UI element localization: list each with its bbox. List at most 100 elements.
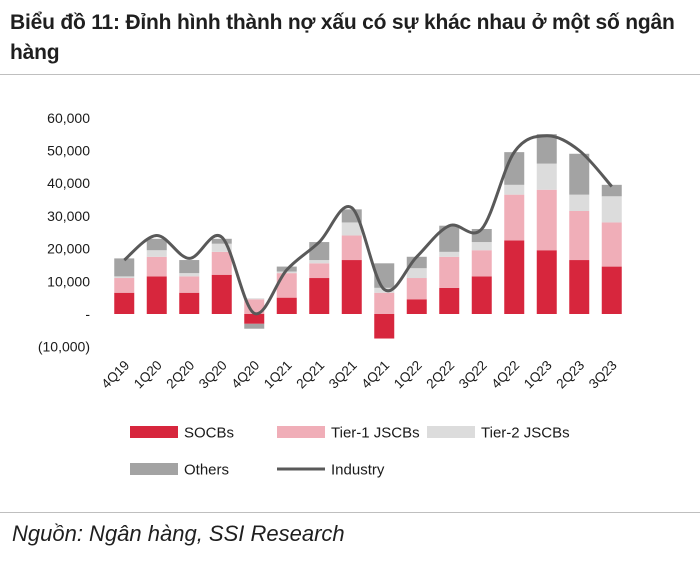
industry-line-layer [123,134,613,316]
legend-label-industry: Industry [331,462,385,479]
bar-segment-tier-2-jscbs [439,251,460,257]
bar-segment-tier-2-jscbs [406,268,427,279]
y-tick-label: 60,000 [47,110,90,126]
bar-segment-tier-1-jscbs [601,222,622,267]
source-note: Nguồn: Ngân hàng, SSI Research [12,521,345,546]
legend: SOCBs Tier-1 JSCBs Tier-2 JSCBs Others Indus… [130,425,570,479]
top-divider [0,74,700,75]
x-tick-label: 4Q19 [98,358,132,392]
chart-title: Biểu đồ 11: Đỉnh hình thành nợ xấu có sự… [10,11,675,64]
x-tick-label: 4Q20 [228,358,262,392]
bar-segment-socbs [406,299,427,314]
bar-layer [114,134,622,339]
x-tick-label: 2Q21 [293,358,327,392]
bar-segment-tier-2-jscbs [536,163,557,190]
legend-label-tier-1-jscbs: Tier-1 JSCBs [331,425,420,442]
bar-segment-socbs [601,266,622,314]
bar-segment-tier-2-jscbs [114,276,135,279]
bar-segment-tier-1-jscbs [309,263,330,279]
bar-segment-tier-2-jscbs [276,271,297,274]
y-tick-label: 50,000 [47,143,90,159]
x-tick-label: 1Q20 [131,358,165,392]
bar-segment-socbs [536,250,557,314]
x-tick-label: 3Q21 [326,358,360,392]
bar-segment-tier-2-jscbs [244,298,265,300]
bar-segment-tier-1-jscbs [536,189,557,251]
bar-segment-tier-1-jscbs [471,250,492,277]
x-tick-label: 2Q22 [423,358,457,392]
bar-segment-socbs [179,292,200,314]
bar-segment-tier-2-jscbs [179,273,200,277]
legend-label-socbs: SOCBs [184,425,234,442]
bar-segment-tier-1-jscbs [179,276,200,293]
bar-segment-others [179,260,200,274]
bar-segment-others [601,184,622,197]
bar-segment-others [211,238,232,244]
bar-segment-socbs [276,297,297,314]
bar-segment-tier-1-jscbs [244,299,265,314]
bar-segment-tier-2-jscbs [309,260,330,264]
bar-segment-others [114,258,135,277]
bar-segment-others [439,225,460,252]
bar-segment-socbs [146,276,167,314]
bar-segment-tier-1-jscbs [114,278,135,293]
bar-segment-socbs [114,292,135,314]
x-tick-label: 3Q23 [586,358,620,392]
bar-segment-tier-1-jscbs [211,251,232,275]
stacked-bar-chart: (10,000) - 10,000 20,000 30,000 40,000 50,000 6… [38,110,622,479]
bar-segment-others [536,134,557,164]
bar-segment-socbs [309,278,330,314]
x-tick-label: 3Q20 [196,358,230,392]
industry-line [123,134,613,316]
x-tick-label: 1Q21 [261,358,295,392]
bottom-divider [0,512,700,513]
legend-label-tier-2-jscbs: Tier-2 JSCBs [481,425,570,442]
legend-swatch-others [130,463,178,475]
bar-segment-tier-2-jscbs [146,250,167,257]
bar-segment-tier-2-jscbs [211,243,232,252]
bar-segment-tier-1-jscbs [341,235,362,261]
x-tick-label: 2Q23 [553,358,587,392]
x-tick-label: 4Q21 [358,358,392,392]
y-tick-label: 10,000 [47,273,90,289]
bar-segment-socbs [471,276,492,314]
legend-swatch-tier-2-jscbs [427,426,475,438]
y-tick-label: 40,000 [47,175,90,191]
y-axis: (10,000) - 10,000 20,000 30,000 40,000 50,000 6… [38,110,90,355]
bar-segment-tier-1-jscbs [406,278,427,300]
bar-segment-tier-2-jscbs [601,196,622,223]
x-tick-label: 3Q22 [456,358,490,392]
bar-segment-tier-2-jscbs [341,222,362,236]
bar-segment-others [146,238,167,251]
y-tick-label: 30,000 [47,208,90,224]
x-tick-label: 1Q23 [521,358,555,392]
bar-segment-others [406,256,427,269]
bar-segment-tier-1-jscbs [439,256,460,288]
x-tick-label: 4Q22 [488,358,522,392]
bar-segment-socbs [211,274,232,314]
bar-segment-tier-2-jscbs [471,242,492,251]
bar-segment-others [309,242,330,261]
legend-swatch-tier-1-jscbs [277,426,325,438]
bar-segment-socbs [569,260,590,314]
y-tick-label: - [85,306,90,322]
bar-segment-socbs [244,314,265,324]
y-tick-label: 20,000 [47,241,90,257]
x-axis: 4Q191Q202Q203Q204Q201Q212Q213Q214Q211Q22… [98,358,619,392]
bar-segment-tier-1-jscbs [569,210,590,261]
bar-segment-socbs [504,240,525,314]
bar-segment-tier-1-jscbs [504,194,525,241]
bar-segment-tier-1-jscbs [374,292,395,314]
x-tick-label: 1Q22 [391,358,425,392]
y-tick-label: (10,000) [38,339,90,355]
bar-segment-tier-2-jscbs [504,184,525,195]
bar-segment-others [569,153,590,195]
bar-segment-tier-1-jscbs [276,273,297,298]
x-tick-label: 2Q20 [163,358,197,392]
legend-swatch-socbs [130,426,178,438]
bar-segment-socbs [439,287,460,314]
bar-segment-tier-1-jscbs [146,256,167,277]
bar-segment-others [244,323,265,329]
bar-segment-socbs [341,260,362,314]
legend-label-others: Others [184,462,229,479]
